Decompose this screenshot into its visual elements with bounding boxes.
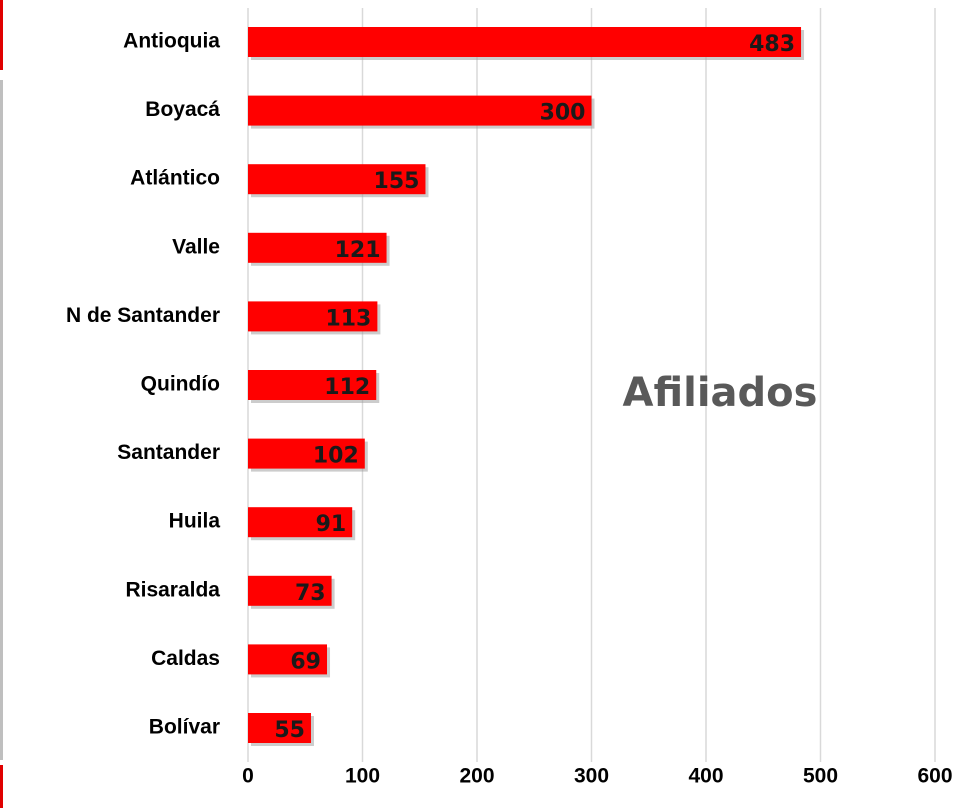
value-label: 113 <box>325 306 371 331</box>
x-tick-label: 400 <box>688 765 723 788</box>
bar <box>248 232 387 263</box>
x-tick-label: 300 <box>574 765 609 788</box>
bar <box>248 95 592 126</box>
bar <box>248 713 311 743</box>
y-tick-label: Antioquia <box>123 30 220 53</box>
bar <box>248 644 328 675</box>
bar <box>248 575 332 606</box>
annotation: Afiliados <box>623 370 818 416</box>
value-label: 69 <box>290 649 321 674</box>
bar <box>248 438 365 469</box>
edge-strip <box>0 80 3 760</box>
value-label: 102 <box>313 444 359 469</box>
x-tick-label: 100 <box>345 765 380 788</box>
bar <box>248 301 378 332</box>
y-tick-label: Atlántico <box>130 167 220 190</box>
value-label: 483 <box>749 32 795 57</box>
edge-strip <box>0 765 3 808</box>
value-label: 91 <box>316 512 347 537</box>
x-tick-label: 0 <box>242 765 254 788</box>
y-tick-label: Boyacá <box>145 98 220 121</box>
value-label: 300 <box>540 101 586 126</box>
y-tick-label: N de Santander <box>66 304 220 327</box>
value-label: 155 <box>374 169 420 194</box>
x-tick-label: 600 <box>917 765 952 788</box>
bar <box>248 370 377 400</box>
edge-strip <box>0 0 3 70</box>
value-label: 55 <box>274 718 305 743</box>
bar <box>248 27 802 57</box>
value-label: 73 <box>295 581 326 606</box>
bar <box>248 164 426 195</box>
y-tick-label: Santander <box>117 441 220 464</box>
y-tick-label: Valle <box>172 235 220 258</box>
x-tick-label: 500 <box>803 765 838 788</box>
bar <box>248 507 353 538</box>
y-tick-label: Risaralda <box>125 578 220 601</box>
y-tick-label: Caldas <box>151 647 220 670</box>
y-tick-label: Bolívar <box>149 716 220 739</box>
value-label: 112 <box>324 375 370 400</box>
y-tick-label: Huila <box>169 510 221 533</box>
y-tick-label: Quindío <box>141 373 220 396</box>
x-tick-label: 200 <box>459 765 494 788</box>
value-label: 121 <box>335 238 381 263</box>
